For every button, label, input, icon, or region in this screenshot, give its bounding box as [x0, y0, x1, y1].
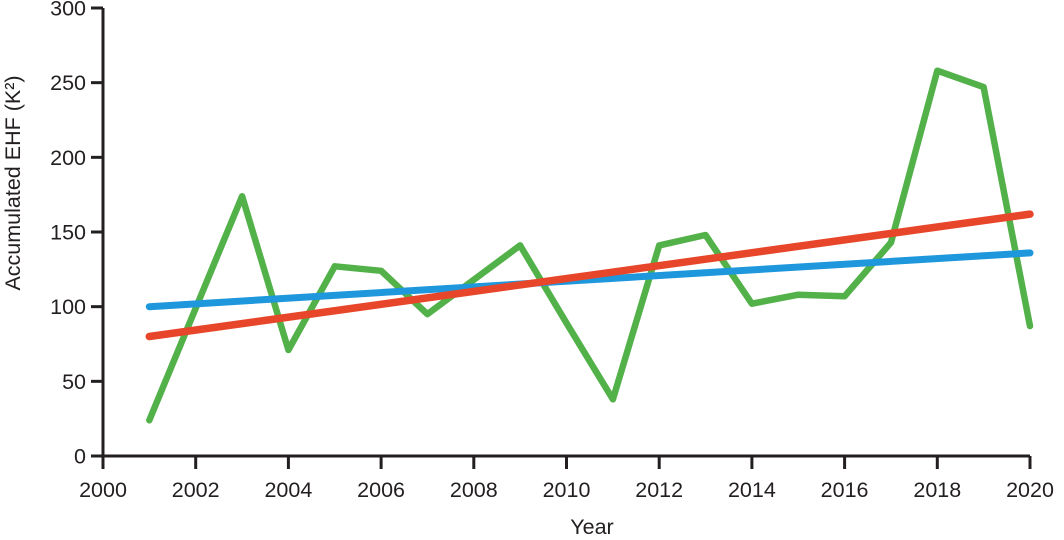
x-tick-label: 2004	[264, 478, 312, 502]
data-series	[145, 67, 1034, 424]
series-line-annual-accumulated-ehf	[146, 67, 1034, 424]
x-tick-label: 2016	[821, 478, 869, 502]
y-tick-label: 300	[50, 0, 86, 21]
y-tick-label: 100	[50, 295, 86, 319]
x-tick-label: 2020	[1006, 478, 1054, 502]
x-tick-label: 2018	[913, 478, 961, 502]
y-tick-label: 250	[50, 71, 86, 95]
axis-ticks	[91, 6, 1032, 469]
x-tick-label: 2002	[172, 478, 220, 502]
y-tick-label: 200	[50, 146, 86, 170]
series-line-trend-line-red	[145, 210, 1034, 341]
x-tick-label: 2014	[728, 478, 776, 502]
y-axis-label: Accumulated EHF (K²)	[1, 75, 25, 290]
x-tick-label: 2012	[635, 478, 683, 502]
y-tick-label: 50	[62, 370, 86, 394]
x-tick-label: 2000	[79, 478, 127, 502]
y-tick-label: 150	[50, 221, 86, 245]
x-tick-label: 2006	[357, 478, 405, 502]
x-tick-label: 2008	[450, 478, 498, 502]
series-line-trend-line-blue	[145, 249, 1034, 311]
axis-tick-labels: 0 50 100 150 200 250 300 2000 2002 2004 2006 2008 20…	[50, 0, 1054, 502]
x-tick-label: 2010	[543, 478, 591, 502]
y-tick-label: 0	[74, 445, 86, 469]
x-axis-label: Year	[570, 515, 613, 539]
